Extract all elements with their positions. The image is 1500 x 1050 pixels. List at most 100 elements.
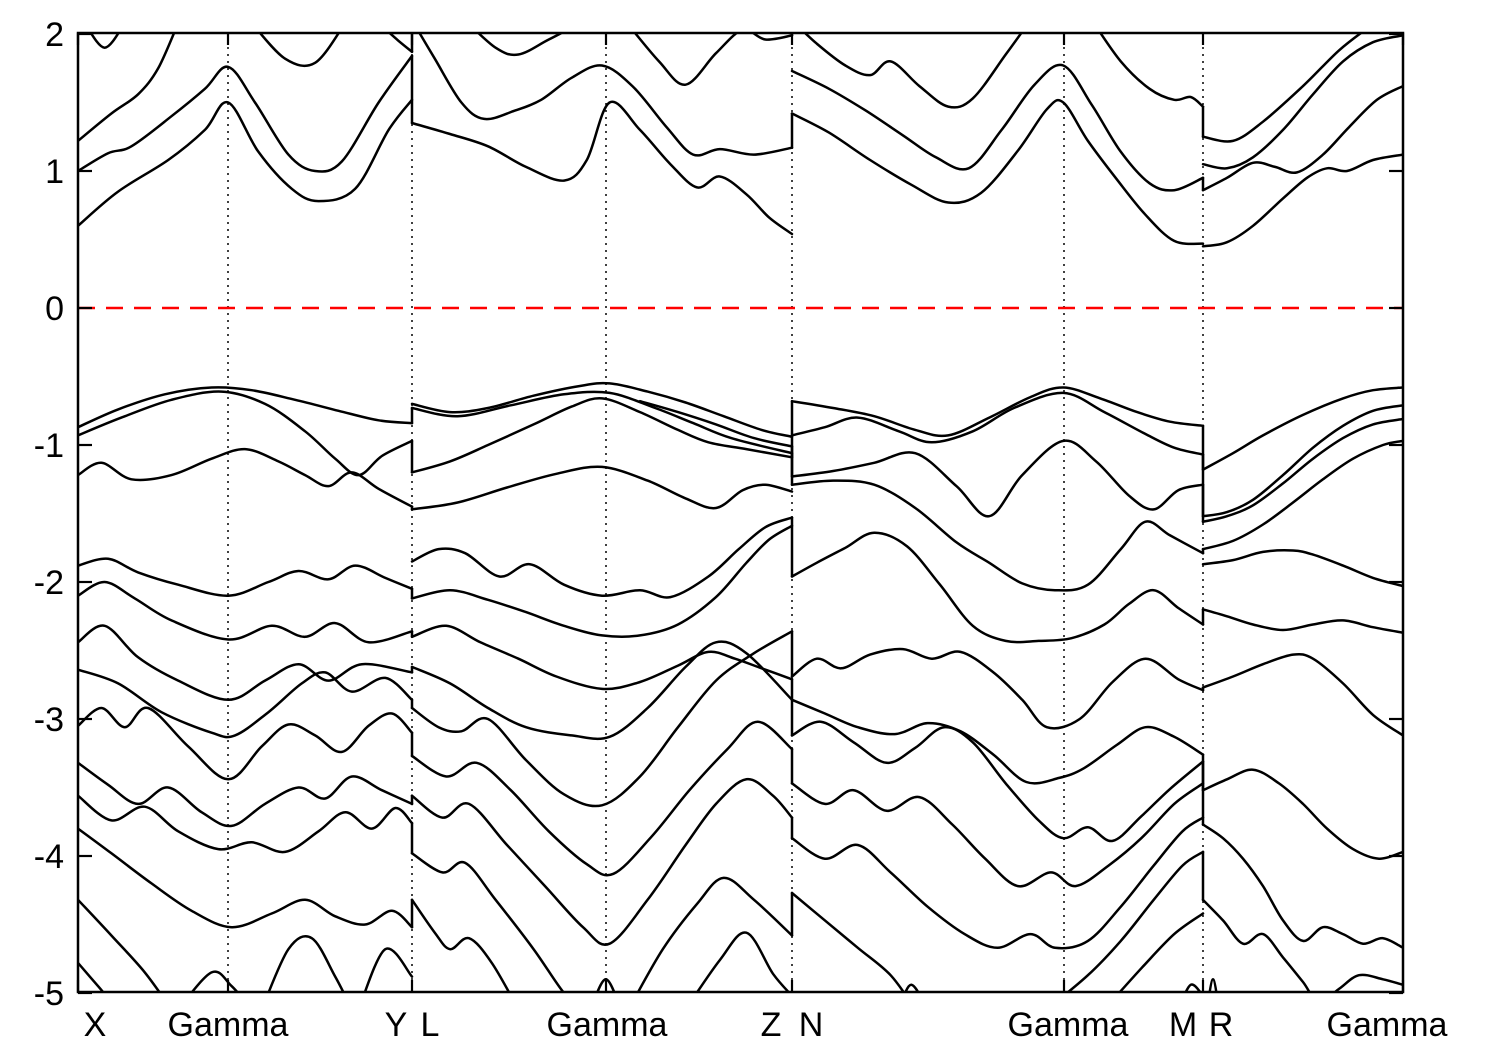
band-curve-panel3 bbox=[790, 391, 1205, 456]
band-curve-panel1 bbox=[78, 390, 414, 477]
axis-ticks bbox=[76, 32, 1405, 995]
band-curve-panel2 bbox=[476, 33, 565, 57]
band-curve-panel2 bbox=[410, 390, 794, 455]
band-curve-panel1 bbox=[387, 33, 414, 54]
band-curve-panel2 bbox=[410, 381, 794, 439]
band-curve-panel2 bbox=[410, 624, 794, 691]
y-tick-label: -2 bbox=[34, 564, 64, 602]
y-tick-label: 2 bbox=[45, 16, 64, 54]
band-curve-panel2 bbox=[410, 524, 794, 638]
y-tick-label: -1 bbox=[34, 427, 64, 465]
k-point-label: Z bbox=[761, 1006, 782, 1044]
band-curve-panel4 bbox=[1208, 978, 1218, 992]
band-curve-panel2 bbox=[695, 931, 791, 992]
band-curve-panel2 bbox=[410, 100, 794, 236]
band-curve-panel1 bbox=[78, 898, 161, 992]
band-curve-panel4 bbox=[1201, 823, 1403, 950]
band-curve-panel4 bbox=[1201, 404, 1403, 518]
band-curve-panel4 bbox=[1201, 608, 1403, 634]
band-curve-panel2 bbox=[410, 852, 565, 992]
y-tick-label: -4 bbox=[34, 838, 64, 876]
band-curve-panel2 bbox=[410, 397, 794, 474]
band-curve-panel2 bbox=[418, 33, 794, 157]
k-point-label: L bbox=[421, 1006, 440, 1044]
band-curve-panel3 bbox=[803, 33, 1023, 109]
band-curve-panel1 bbox=[190, 970, 239, 992]
band-curve-panel4 bbox=[1201, 898, 1403, 992]
y-tick-label: -5 bbox=[34, 975, 64, 1013]
k-point-label: Gamma bbox=[1008, 1006, 1129, 1044]
k-point-label: Gamma bbox=[547, 1006, 668, 1044]
band-curve-panel1 bbox=[78, 33, 176, 143]
plot-frame bbox=[76, 31, 1405, 994]
band-curve-panel3 bbox=[790, 386, 1205, 438]
band-curve-panel3 bbox=[790, 782, 1205, 888]
band-curve-panel4 bbox=[1201, 153, 1403, 248]
band-curve-panel4 bbox=[1201, 652, 1403, 737]
band-curve-panel3 bbox=[790, 720, 1205, 843]
band-curve-panel3 bbox=[1098, 33, 1205, 108]
k-point-label: R bbox=[1209, 1006, 1234, 1044]
band-curve-panel3 bbox=[790, 891, 906, 992]
band-curve-panel1 bbox=[78, 98, 414, 228]
band-curve-panel1 bbox=[78, 580, 414, 644]
band-curve-panel4 bbox=[1201, 33, 1364, 143]
band-curve-panel4 bbox=[1201, 417, 1403, 523]
band-curve-panel1 bbox=[258, 33, 341, 68]
band-curve-panel3 bbox=[790, 479, 1205, 592]
band-curve-panel1 bbox=[89, 33, 120, 49]
band-curve-panel2 bbox=[596, 978, 616, 992]
band-curve-panel1 bbox=[78, 706, 414, 781]
band-curve-panel2 bbox=[410, 516, 794, 599]
y-tick-label: 1 bbox=[45, 153, 64, 191]
band-curve-panel4 bbox=[1201, 439, 1403, 551]
band-curve-panel3 bbox=[790, 439, 1205, 518]
band-curve-panel2 bbox=[410, 898, 511, 992]
band-curve-panel3 bbox=[790, 816, 1205, 950]
band-curve-panel1 bbox=[78, 54, 414, 173]
band-curve-panel2 bbox=[410, 720, 794, 877]
band-curve-panel1 bbox=[78, 447, 414, 508]
k-point-label: Gamma bbox=[1327, 1006, 1448, 1044]
band-curve-panel3 bbox=[904, 983, 920, 992]
band-curve-panel2 bbox=[633, 33, 794, 86]
band-curve-panel1 bbox=[78, 386, 414, 429]
band-curve-panel3 bbox=[790, 98, 1205, 246]
k-point-label: Y bbox=[385, 1006, 408, 1044]
k-point-label: X bbox=[84, 1006, 107, 1044]
band-curve-panel2 bbox=[638, 399, 794, 448]
band-curve-panel3 bbox=[790, 698, 1205, 785]
band-curve-panel3 bbox=[790, 531, 1205, 644]
k-point-label: Gamma bbox=[168, 1006, 289, 1044]
energy-bands bbox=[78, 33, 1403, 992]
band-curve-panel1 bbox=[363, 947, 414, 992]
band-curve-panel4 bbox=[1201, 34, 1403, 170]
band-curve-panel3 bbox=[1066, 850, 1205, 992]
band-curve-panel2 bbox=[410, 640, 794, 741]
band-curve-panel4 bbox=[1201, 84, 1403, 192]
band-curve-panel3 bbox=[790, 63, 1205, 192]
band-curve-panel1 bbox=[78, 761, 414, 828]
y-tick-label: -3 bbox=[34, 701, 64, 739]
band-curve-panel2 bbox=[636, 876, 794, 992]
band-curve-panel1 bbox=[78, 557, 414, 597]
band-curve-panel4 bbox=[1201, 386, 1403, 471]
band-curve-panel1 bbox=[78, 827, 414, 929]
band-curve-panel2 bbox=[410, 465, 794, 511]
k-point-label: N bbox=[799, 1006, 824, 1044]
band-curve-panel2 bbox=[410, 630, 794, 808]
band-curve-panel4 bbox=[1201, 768, 1403, 860]
y-tick-label: 0 bbox=[45, 290, 64, 328]
band-curve-panel1 bbox=[267, 935, 345, 992]
band-curve-panel1 bbox=[78, 794, 414, 854]
band-curve-panel3 bbox=[1184, 983, 1202, 992]
k-point-label: M bbox=[1169, 1006, 1197, 1044]
band-curve-panel1 bbox=[78, 961, 105, 992]
band-curve-panel2 bbox=[410, 778, 794, 946]
band-curve-panel4 bbox=[1201, 549, 1403, 588]
axis-labels: 2 1 0 -1 -2 -3 -4 -5 X Gamma Y L Gamma Z N Gamma M R Gamma bbox=[34, 16, 1448, 1044]
band-curve-panel1 bbox=[78, 624, 414, 702]
